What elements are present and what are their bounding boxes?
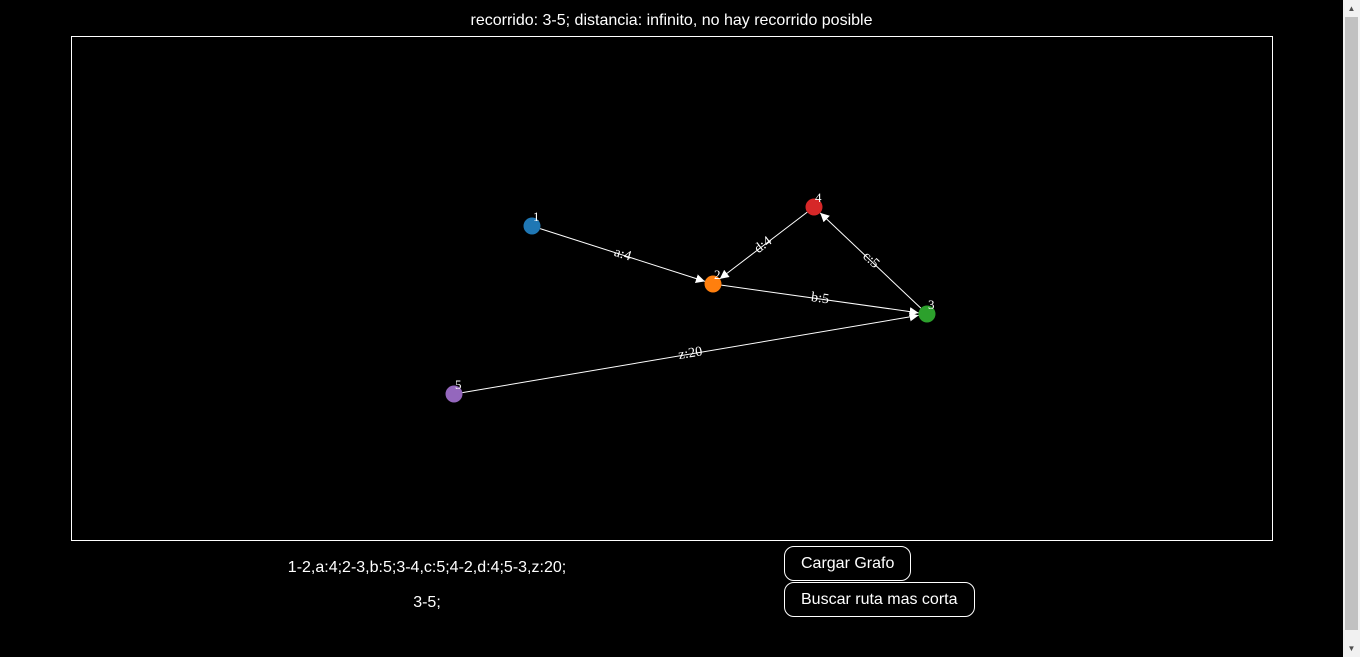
graph-node-label-1: 1 [533,209,540,224]
find-shortest-route-button[interactable]: Buscar ruta mas corta [784,582,975,617]
graph-edge-3-4 [819,212,922,309]
graph-definition-input[interactable]: 1-2,a:4;2-3,b:5;3-4,c:5;4-2,d:4;5-3,z:20… [287,559,567,576]
graph-edge-4-2 [719,211,808,280]
graph-node-2[interactable] [704,275,722,293]
graph-node-1[interactable] [523,217,541,235]
vertical-scrollbar[interactable]: ▲ ▼ [1343,0,1360,657]
edges-layer: a:4b:5c:5d:4z:20 [462,211,922,394]
graph-node-3[interactable] [918,305,936,323]
edge-label-5-3: z:20 [677,344,703,363]
graph-node-4[interactable] [805,198,823,216]
graph-node-5[interactable] [445,385,463,403]
route-input[interactable]: 3-5; [413,594,441,611]
nodes-layer: 1 2 3 4 5 [445,190,936,403]
graph-node-label-2: 2 [714,267,721,282]
graph-edge-1-2 [539,228,706,283]
scrollbar-thumb[interactable] [1345,17,1358,630]
scroll-down-arrow-icon[interactable]: ▼ [1347,644,1356,653]
graph-node-label-4: 4 [815,190,822,205]
graph-node-label-3: 3 [928,297,935,312]
edge-label-2-3: b:5 [810,290,830,307]
graph-edge-5-3 [462,312,919,394]
edge-label-4-2: d:4 [752,234,775,257]
route-status-text: recorrido: 3-5; distancia: infinito, no … [470,12,873,29]
edge-label-1-2: a:4 [612,245,633,265]
graph-node-label-5: 5 [455,377,462,392]
scroll-up-arrow-icon[interactable]: ▲ [1347,4,1356,13]
graph-edge-2-3 [721,284,919,317]
load-graph-button[interactable]: Cargar Grafo [784,546,912,581]
